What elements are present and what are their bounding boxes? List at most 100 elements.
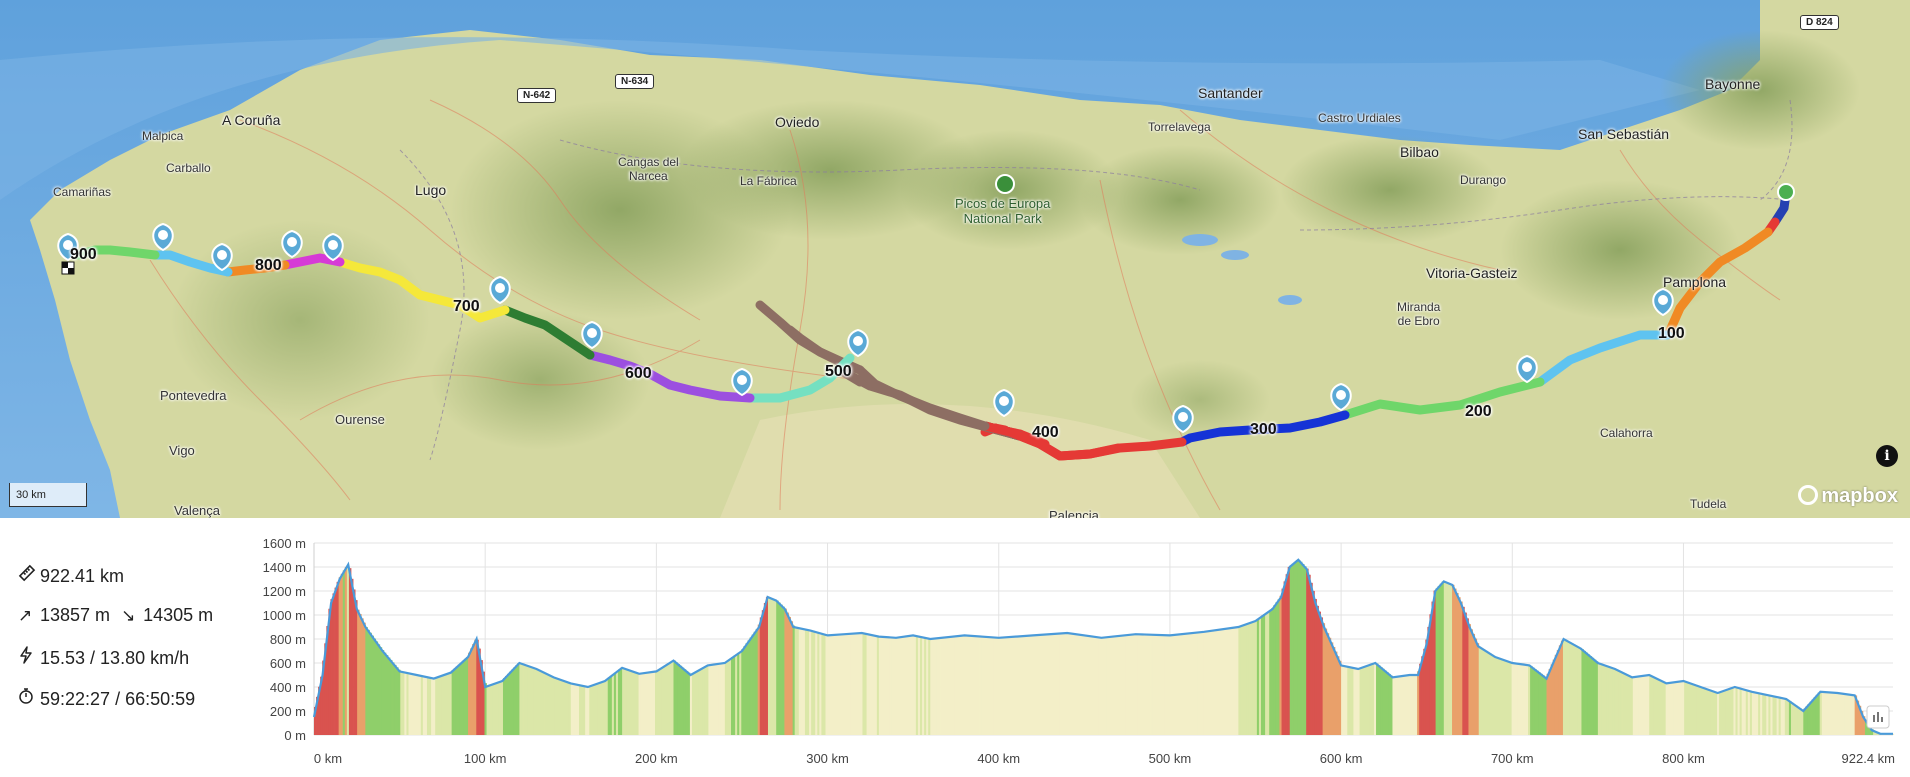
gradient-band (1244, 624, 1248, 735)
gradient-band (1024, 635, 1028, 735)
gradient-band (1495, 657, 1498, 735)
gradient-band (1786, 699, 1790, 735)
gradient-band (895, 637, 898, 735)
gradient-band (1371, 663, 1375, 735)
gradient-band (1673, 682, 1677, 735)
gradient-band (1445, 582, 1449, 735)
gradient-band (1254, 620, 1258, 735)
gradient-band (1197, 632, 1200, 735)
gradient-band (1704, 688, 1708, 735)
gradient-band (1304, 566, 1307, 735)
gradient-band (889, 637, 892, 735)
gradient-band (439, 675, 442, 735)
gradient-band (1680, 681, 1683, 735)
gradient-band (1626, 674, 1630, 735)
gradient-band (821, 633, 824, 735)
gradient-band (1801, 709, 1804, 735)
gradient-band (595, 683, 598, 735)
gradient-band (531, 667, 535, 735)
gradient-band (1037, 634, 1040, 735)
distance-value: 922.41 km (40, 566, 125, 586)
gradient-band (770, 598, 773, 735)
gradient-band (1402, 675, 1406, 735)
gradient-band (1145, 634, 1149, 735)
gradient-band (1322, 623, 1326, 735)
mapbox-logo[interactable]: mapbox (1798, 485, 1898, 508)
gradient-band (1456, 592, 1459, 735)
gradient-band (870, 634, 874, 735)
gradient-band (956, 635, 960, 735)
place-label: Castro Urdiales (1318, 111, 1401, 125)
gradient-band (607, 677, 611, 735)
gradient-band (330, 599, 333, 735)
chart-menu-icon[interactable] (1866, 705, 1890, 729)
gradient-band (1511, 662, 1515, 735)
gradient-band (989, 637, 993, 735)
gradient-band (1830, 692, 1833, 735)
road-shield: D 824 (1800, 15, 1839, 30)
km-marker-label: 700 (453, 298, 480, 315)
gradient-band (1431, 601, 1434, 735)
gradient-band (1090, 636, 1093, 735)
gradient-band (322, 660, 325, 735)
gradient-band (1630, 676, 1634, 735)
gradient-band (1059, 633, 1063, 735)
route-map[interactable]: Bayonne San Sebastián Santander Torrelav… (0, 0, 1910, 518)
gradient-band (689, 674, 693, 735)
gradient-band (1131, 634, 1135, 735)
gradient-band (1263, 614, 1266, 735)
gradient-band (1275, 602, 1278, 735)
gradient-band (1517, 663, 1521, 735)
place-label: Palencia (1049, 508, 1099, 518)
stopwatch-icon (18, 687, 40, 710)
gradient-band (585, 686, 588, 735)
gradient-band (550, 675, 553, 735)
gradient-band (852, 633, 855, 735)
waypoint-icon (1330, 382, 1352, 412)
gradient-band (1014, 636, 1017, 735)
gradient-band (794, 627, 798, 735)
gradient-band (618, 669, 621, 735)
waypoint-markers[interactable] (57, 222, 1674, 434)
gradient-band (1585, 652, 1589, 735)
place-label: Pamplona (1663, 274, 1727, 290)
x-tick-label: 800 km (1662, 751, 1705, 766)
elevation-profile-chart[interactable]: 1600 m 1400 m 1200 m 1000 m 800 m 600 m 400 m 2… (250, 528, 1900, 773)
gradient-band (1610, 667, 1613, 735)
gradient-band (1567, 640, 1570, 735)
gradient-band (1756, 692, 1759, 735)
elevation-stat: ↗ 13857 m ↘ 14305 m (18, 605, 213, 626)
gradient-band (1224, 628, 1227, 735)
gradient-band (1094, 636, 1098, 735)
gradient-band (373, 638, 377, 735)
gradient-band (1612, 668, 1615, 735)
gradient-band (909, 635, 913, 735)
waypoint-icon (847, 328, 869, 358)
gradient-band (858, 633, 861, 735)
gradient-band (482, 671, 485, 735)
info-button[interactable]: i (1876, 445, 1898, 467)
gradient-band (687, 672, 691, 735)
gradient-band (991, 637, 995, 735)
gradient-band (1365, 665, 1369, 735)
gradient-band (936, 638, 939, 735)
gradient-band (1788, 700, 1792, 735)
gradient-band (613, 672, 617, 735)
gradient-band (1542, 675, 1545, 735)
gradient-band (735, 654, 738, 735)
gradient-band (704, 666, 707, 735)
gradient-band (1641, 675, 1644, 735)
place-label: Cangas del Narcea (618, 155, 679, 183)
gradient-band (1069, 633, 1073, 735)
gradient-band (1638, 676, 1642, 735)
waypoint-icon (993, 388, 1015, 418)
y-tick-label: 1600 m (263, 536, 306, 551)
gradient-band (507, 673, 510, 735)
gradient-band (1113, 636, 1116, 735)
gradient-band (544, 672, 547, 735)
gradient-band (1162, 635, 1165, 735)
gradient-band (1620, 671, 1623, 735)
gradient-band (860, 633, 863, 735)
gradient-band (784, 608, 787, 735)
gradient-band (1318, 611, 1321, 735)
